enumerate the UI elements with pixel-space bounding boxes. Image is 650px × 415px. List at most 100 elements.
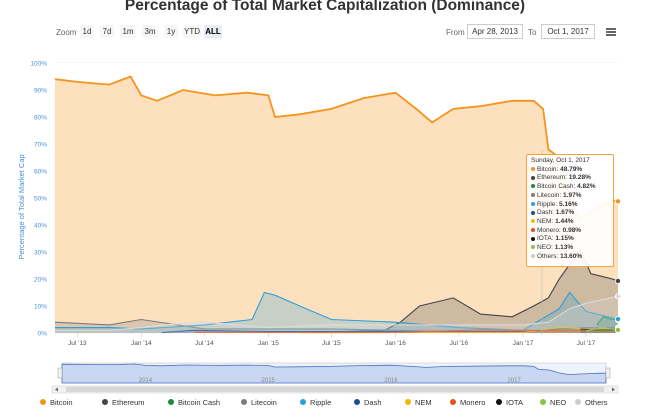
zoom-7d-button[interactable]: 7d bbox=[100, 25, 114, 38]
navigator-right-handle bbox=[605, 367, 611, 379]
to-date-input[interactable]: Oct 1, 2017 bbox=[541, 24, 595, 39]
legend-item-others[interactable]: Others bbox=[575, 398, 608, 407]
hover-marker-neo bbox=[615, 326, 622, 333]
tooltip-row: Monero: 0.98% bbox=[531, 227, 609, 236]
legend-label: Dash bbox=[364, 398, 382, 407]
y-tick-label: 50% bbox=[34, 196, 47, 203]
series-area-nem bbox=[299, 327, 618, 333]
tooltip-label: Bitcoin Cash: bbox=[537, 183, 578, 191]
zoom-1m-button[interactable]: 1m bbox=[120, 25, 136, 38]
tooltip-row: NEM: 1.44% bbox=[531, 218, 609, 227]
scroll-right-arrow-icon bbox=[612, 387, 615, 392]
zoom-1d-button[interactable]: 1d bbox=[80, 25, 94, 38]
tooltip-value: 1.67% bbox=[555, 209, 575, 217]
tooltip-value: 13.60% bbox=[560, 252, 583, 260]
legend-label: Bitcoin bbox=[50, 398, 73, 407]
tooltip-row: Dash: 1.67% bbox=[531, 209, 609, 218]
tooltip-dot-icon bbox=[531, 193, 535, 198]
series-line-ripple bbox=[55, 291, 619, 331]
tooltip-label: IOTA: bbox=[537, 235, 556, 243]
tooltip-dot-icon bbox=[531, 201, 535, 206]
to-label: To bbox=[528, 28, 537, 37]
tooltip-label: NEO: bbox=[537, 244, 555, 252]
tooltip-value: 4.82% bbox=[577, 183, 596, 191]
legend-item-litecoin[interactable]: Litecoin bbox=[241, 398, 277, 407]
tooltip-value: 1.44% bbox=[555, 217, 574, 225]
legend-item-ripple[interactable]: Ripple bbox=[300, 398, 331, 407]
navigator-left-handle bbox=[57, 367, 63, 379]
tooltip-dot-icon bbox=[531, 184, 535, 189]
tooltip-label: Ripple: bbox=[537, 200, 560, 208]
tooltip-label: Dash: bbox=[537, 209, 556, 217]
y-tick-label: 30% bbox=[34, 250, 47, 257]
tooltip-row: Bitcoin: 48.79% bbox=[531, 166, 609, 175]
navigator-year-label: 2014 bbox=[139, 378, 153, 384]
y-tick-label: 70% bbox=[34, 142, 47, 149]
zoom-ytd-button[interactable]: YTD bbox=[183, 25, 201, 38]
zoom-3m-button[interactable]: 3m bbox=[142, 25, 158, 38]
tooltip-value: 0.98% bbox=[562, 226, 582, 234]
tooltip-label: Monero: bbox=[537, 226, 563, 234]
series-line-others bbox=[55, 295, 619, 331]
x-tick-label: Jan '14 bbox=[131, 340, 152, 347]
legend-item-nem[interactable]: NEM bbox=[405, 398, 432, 407]
x-tick-label: Jul '16 bbox=[450, 340, 469, 347]
series-area-bitcoin bbox=[55, 76, 618, 333]
from-label: From bbox=[446, 28, 465, 37]
legend-dot-icon bbox=[102, 399, 108, 406]
legend-dot-icon bbox=[540, 399, 546, 406]
x-tick-label: Jul '17 bbox=[577, 340, 596, 347]
page-title: Percentage of Total Market Capitalizatio… bbox=[124, 0, 526, 14]
y-tick-label: 0% bbox=[38, 331, 48, 338]
tooltip-value: 5.16% bbox=[559, 200, 578, 208]
legend-dot-icon bbox=[405, 399, 411, 406]
hover-markers bbox=[615, 198, 622, 334]
legend-item-ethereum[interactable]: Ethereum bbox=[102, 398, 145, 407]
legend-item-bitcoin[interactable]: Bitcoin bbox=[40, 398, 73, 407]
tooltip: Sunday, Oct 1, 2017 Bitcoin: 48.79% Ether… bbox=[526, 154, 614, 267]
legend-item-neo[interactable]: NEO bbox=[540, 398, 566, 407]
series-area-others bbox=[55, 296, 618, 333]
tooltip-row: IOTA: 1.15% bbox=[531, 235, 609, 244]
zoom-1y-button[interactable]: 1y bbox=[164, 25, 178, 38]
legend-dot-icon bbox=[168, 399, 174, 406]
x-tick-label: Jul '14 bbox=[195, 340, 214, 347]
tooltip-value: 48.79% bbox=[560, 165, 583, 173]
legend-item-iota[interactable]: IOTA bbox=[496, 398, 523, 407]
y-axis-label: Percentage of Total Market Cap bbox=[17, 154, 26, 259]
tooltip-label: Ethereum: bbox=[537, 174, 569, 182]
series-areas bbox=[54, 63, 619, 334]
y-tick-label: 100% bbox=[30, 61, 47, 68]
tooltip-value: 19.28% bbox=[568, 174, 591, 182]
legend-label: Ethereum bbox=[112, 398, 145, 407]
y-tick-label: 10% bbox=[34, 304, 47, 311]
legend-label: NEO bbox=[550, 398, 567, 407]
legend-item-bitcoin-cash[interactable]: Bitcoin Cash bbox=[168, 398, 220, 407]
tooltip-row: Litecoin: 1.97% bbox=[531, 192, 609, 201]
legend-label: Monero bbox=[460, 398, 486, 407]
legend-label: IOTA bbox=[506, 398, 523, 407]
legend-item-monero[interactable]: Monero bbox=[450, 398, 485, 407]
tooltip-dot-icon bbox=[531, 175, 535, 180]
tooltip-dot-icon bbox=[531, 227, 535, 232]
legend-label: Litecoin bbox=[251, 398, 277, 407]
x-tick-label: Jan '15 bbox=[258, 340, 279, 347]
legend-label: Bitcoin Cash bbox=[178, 398, 221, 407]
range-navigator[interactable]: 2014 2015 2016 2017 bbox=[51, 362, 619, 394]
x-tick-label: Jan '17 bbox=[513, 340, 534, 347]
x-tick-label: Jul '13 bbox=[68, 340, 87, 347]
series-area-litecoin bbox=[55, 319, 618, 333]
navigator-scrollbar-thumb bbox=[66, 387, 604, 392]
legend-label: Others bbox=[585, 398, 608, 407]
y-tick-label: 40% bbox=[34, 223, 47, 230]
legend-label: NEM bbox=[415, 398, 432, 407]
legend-item-dash[interactable]: Dash bbox=[354, 398, 382, 407]
tooltip-row: Ethereum: 19.28% bbox=[531, 174, 609, 183]
legend-dot-icon bbox=[241, 399, 247, 406]
scroll-left-arrow-icon bbox=[55, 387, 58, 392]
menu-icon[interactable] bbox=[606, 28, 616, 36]
hover-marker-others bbox=[615, 293, 622, 300]
zoom-all-button[interactable]: ALL bbox=[204, 25, 222, 38]
tooltip-row: NEO: 1.13% bbox=[531, 244, 609, 253]
from-date-input[interactable]: Apr 28, 2013 bbox=[467, 24, 523, 39]
